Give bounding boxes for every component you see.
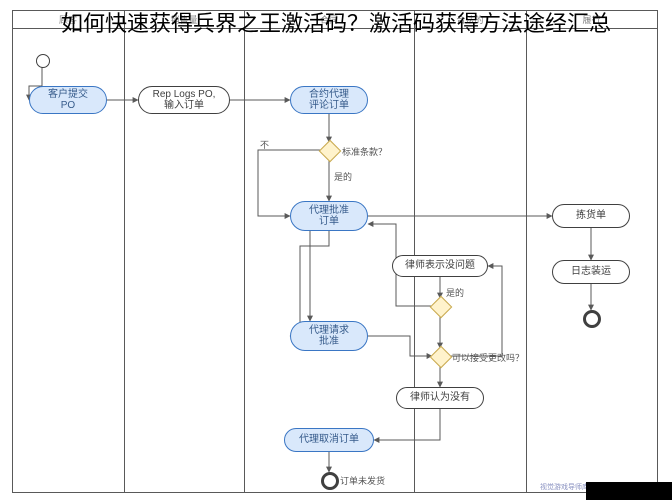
node-lawyer-ok: 律师表示没问题 (392, 255, 488, 277)
watermark-text: 视觉游戏导师库 (540, 482, 589, 492)
lane-div-4 (526, 10, 527, 493)
label-accept: 可以接受更改吗？ (452, 351, 524, 364)
node-rep-logs: Rep Logs PO,输入订单 (138, 86, 230, 114)
frame-right (657, 10, 658, 493)
node-picklist: 拣货单 (552, 204, 630, 228)
black-box (586, 482, 672, 500)
edge-label-yes1: 是的 (334, 170, 352, 183)
lane-div-3 (414, 10, 415, 493)
page-title: 如何快速获得兵界之王激活码？激活码获得方法途经汇总 (0, 6, 672, 38)
edge-label-yes2: 是的 (446, 286, 464, 299)
diagram-canvas: 如何快速获得兵界之王激活码？激活码获得方法途经汇总 顾客 销售量 合同 合法的 … (0, 0, 672, 500)
end-noship (321, 472, 339, 490)
node-log-ship: 日志装运 (552, 260, 630, 284)
lane-div-1 (124, 10, 125, 493)
edge-label-no: 不 (260, 138, 269, 151)
node-lawyer-no: 律师认为没有 (396, 387, 484, 409)
end-ship (583, 310, 601, 328)
frame-left (12, 10, 13, 493)
start-node (36, 54, 50, 68)
node-submit-po: 客户提交PO (29, 86, 107, 114)
frame-bottom (12, 492, 657, 493)
node-agent-cancel: 代理取消订单 (284, 428, 374, 452)
label-end-noship: 订单未发货 (340, 474, 385, 487)
label-std-terms: 标准条款？ (342, 145, 387, 158)
node-contract-review: 合约代理评论订单 (290, 86, 368, 114)
node-agent-approve: 代理批准订单 (290, 201, 368, 231)
lane-div-2 (244, 10, 245, 493)
diamond-ok (430, 296, 453, 319)
diamond-accept (430, 346, 453, 369)
diamond-std-terms (319, 140, 342, 163)
edges-layer (0, 0, 672, 500)
node-agent-request: 代理请求批准 (290, 321, 368, 351)
